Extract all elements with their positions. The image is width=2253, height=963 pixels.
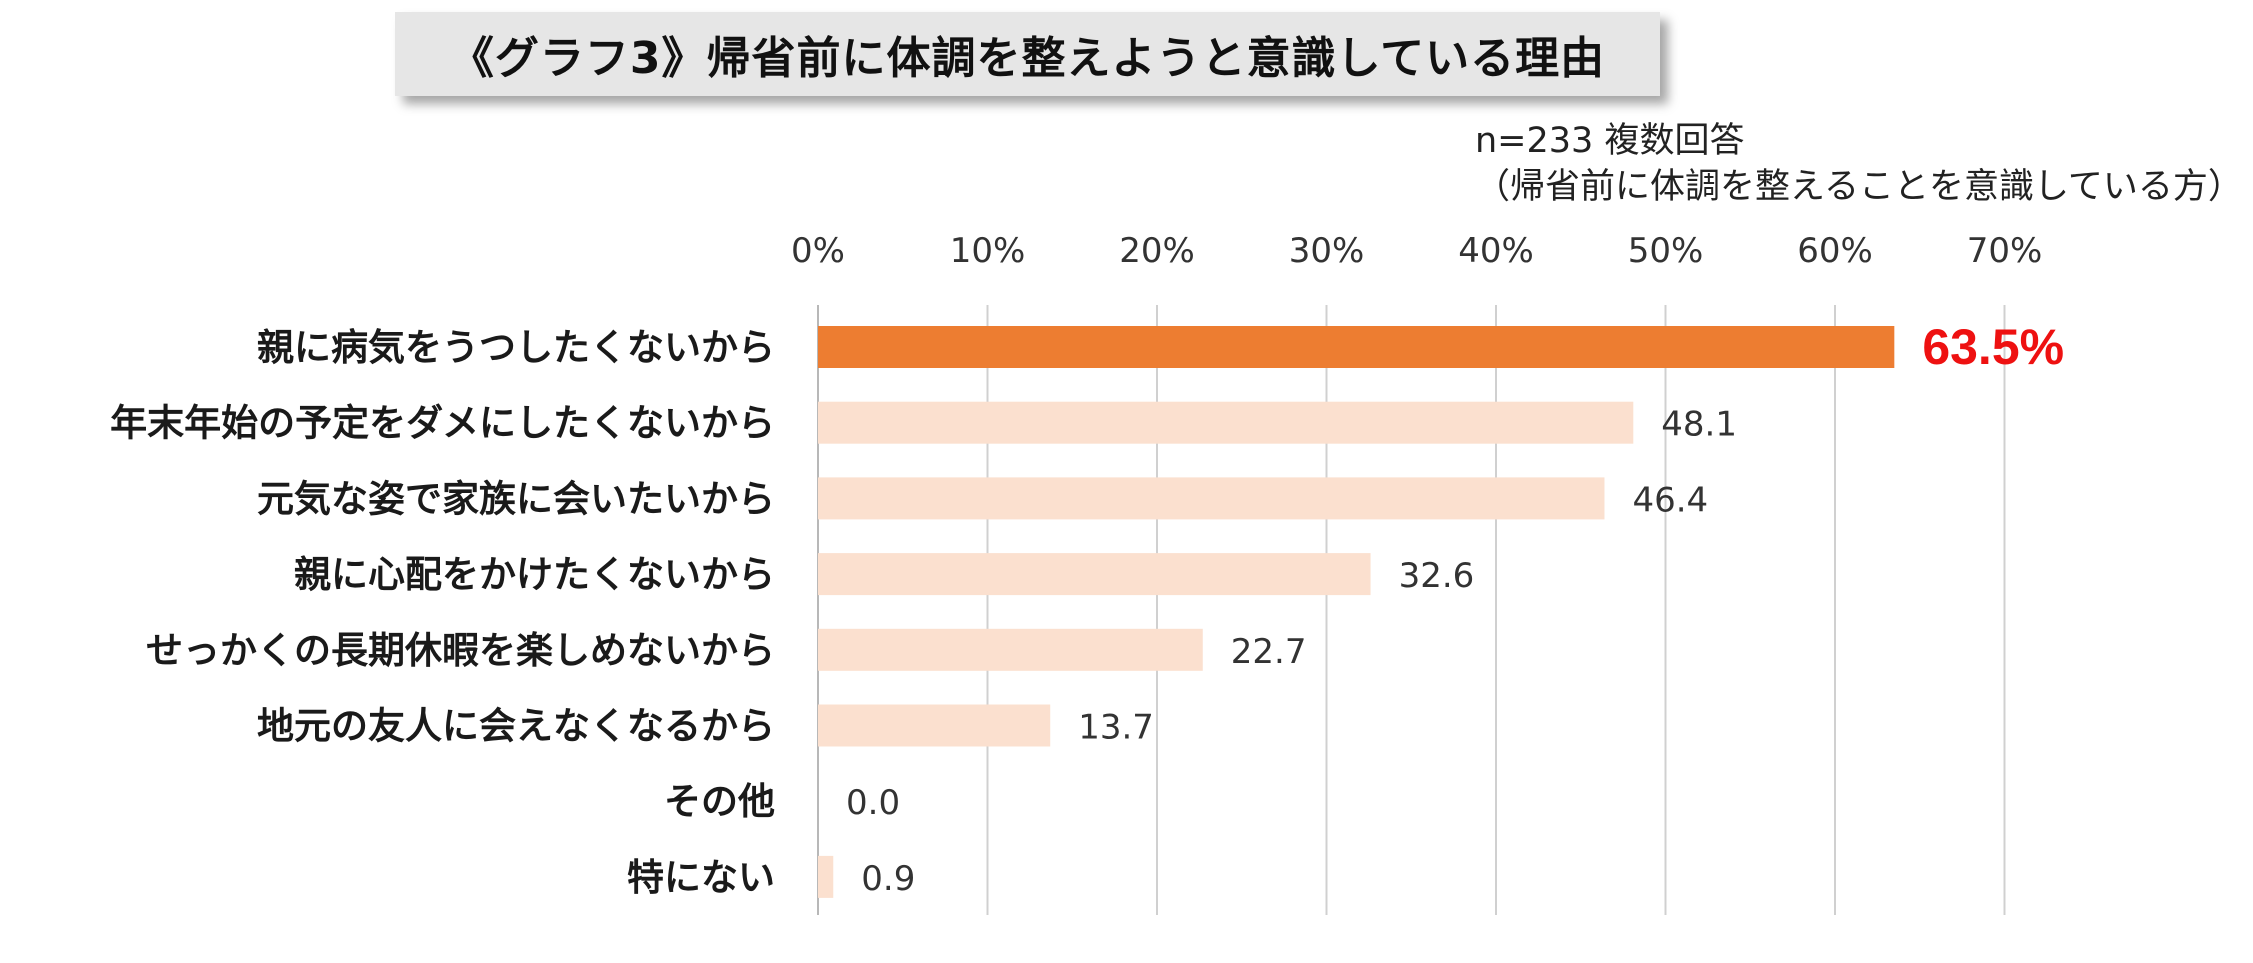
respondent-note: （帰省前に体調を整えることを意識している方） [1475,167,2243,207]
value-label: 0.0 [846,783,900,823]
value-label: 48.1 [1661,405,1737,445]
value-label: 22.7 [1231,632,1307,672]
bar [818,628,1203,671]
category-label: 親に心配をかけたくないから [294,553,775,596]
x-tick-label: 40% [1458,231,1534,271]
category-label: その他 [664,780,775,823]
x-tick-label: 60% [1797,231,1873,271]
value-label: 13.7 [1078,708,1154,748]
x-tick-label: 10% [950,231,1026,271]
value-label: 63.5% [1922,319,2064,375]
title-box: 《グラフ3》帰省前に体調を整えようと意識している理由 [395,12,1660,96]
category-label: 元気な姿で家族に会いたいから [257,477,775,520]
category-label: せっかくの長期休暇を楽しめないから [146,629,775,672]
category-label: 特にない [627,856,775,899]
chart-title: 《グラフ3》帰省前に体調を整えようと意識している理由 [449,33,1606,84]
bar [818,401,1634,444]
x-tick-label: 30% [1289,231,1365,271]
x-tick-label: 20% [1119,231,1195,271]
category-label: 親に病気をうつしたくないから [257,326,775,369]
x-tick-label: 0% [791,231,845,271]
category-label: 年末年始の予定をダメにしたくないから [110,402,775,445]
x-tick-label: 70% [1967,231,2043,271]
bar [818,855,834,898]
bar [818,326,1895,368]
bar [818,553,1371,596]
sample-size-note: n=233 複数回答 [1475,121,1745,161]
bar [818,704,1051,747]
x-tick-label: 50% [1628,231,1704,271]
category-label: 地元の友人に会えなくなるから [257,705,775,748]
value-label: 32.6 [1399,556,1475,596]
bar [818,477,1605,520]
value-label: 46.4 [1632,480,1708,520]
value-label: 0.9 [861,859,915,899]
